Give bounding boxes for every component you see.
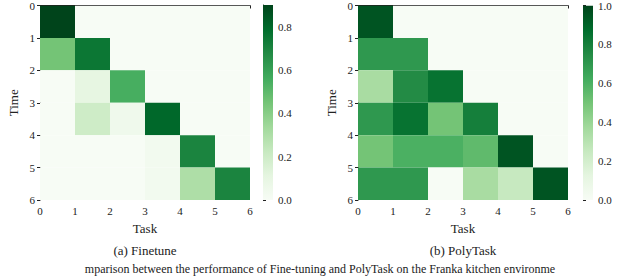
svg-text:6: 6 xyxy=(247,205,253,217)
svg-text:2: 2 xyxy=(107,205,113,217)
svg-text:4: 4 xyxy=(348,129,354,141)
svg-text:1.0: 1.0 xyxy=(598,0,612,12)
svg-text:3: 3 xyxy=(30,97,36,109)
svg-text:5: 5 xyxy=(30,162,36,174)
svg-text:4: 4 xyxy=(495,205,501,217)
svg-text:2: 2 xyxy=(425,205,431,217)
svg-text:0.0: 0.0 xyxy=(598,194,612,206)
svg-text:0: 0 xyxy=(348,0,354,12)
svg-text:Time: Time xyxy=(324,89,339,116)
svg-text:1: 1 xyxy=(348,32,354,44)
svg-text:6: 6 xyxy=(565,205,571,217)
svg-text:6: 6 xyxy=(30,194,36,206)
svg-text:0: 0 xyxy=(30,0,36,12)
svg-text:6: 6 xyxy=(348,194,354,206)
svg-text:0.8: 0.8 xyxy=(278,21,292,33)
svg-text:0.0: 0.0 xyxy=(278,194,292,206)
svg-text:0: 0 xyxy=(355,205,361,217)
svg-text:0.4: 0.4 xyxy=(598,116,612,128)
svg-text:0: 0 xyxy=(37,205,43,217)
svg-text:3: 3 xyxy=(460,205,466,217)
svg-text:1: 1 xyxy=(390,205,396,217)
svg-text:2: 2 xyxy=(348,64,354,76)
svg-text:4: 4 xyxy=(177,205,183,217)
svg-text:Task: Task xyxy=(133,221,158,236)
svg-text:5: 5 xyxy=(530,205,536,217)
svg-text:0.4: 0.4 xyxy=(278,107,292,119)
svg-text:5: 5 xyxy=(348,162,354,174)
svg-text:0.6: 0.6 xyxy=(598,77,612,89)
svg-text:0.8: 0.8 xyxy=(598,38,612,50)
svg-text:0.6: 0.6 xyxy=(278,64,292,76)
svg-text:2: 2 xyxy=(30,64,36,76)
svg-text:0.2: 0.2 xyxy=(598,155,612,167)
svg-text:3: 3 xyxy=(348,97,354,109)
svg-text:Task: Task xyxy=(451,221,476,236)
svg-text:4: 4 xyxy=(30,129,36,141)
svg-text:1: 1 xyxy=(72,205,78,217)
svg-text:5: 5 xyxy=(212,205,218,217)
svg-text:(b) PolyTask: (b) PolyTask xyxy=(430,243,497,258)
svg-text:(a) Finetune: (a) Finetune xyxy=(113,243,176,258)
svg-text:3: 3 xyxy=(142,205,148,217)
svg-text:0.2: 0.2 xyxy=(278,151,292,163)
svg-text:1: 1 xyxy=(30,32,36,44)
svg-text:Time: Time xyxy=(6,89,21,116)
svg-text:mparison between the performan: mparison between the performance of Fine… xyxy=(85,262,555,276)
